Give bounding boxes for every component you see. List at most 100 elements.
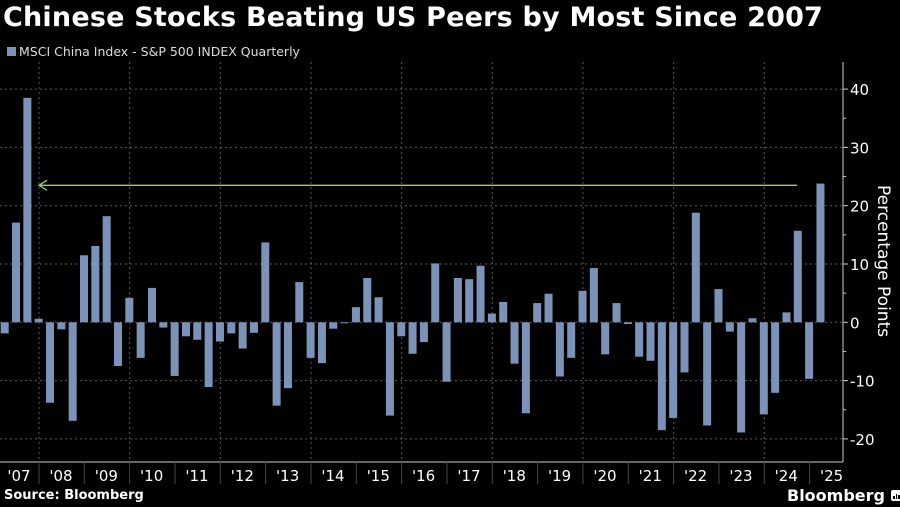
bar — [249, 322, 258, 333]
x-tick-label: '23 — [729, 467, 752, 485]
bar — [703, 322, 712, 426]
bar — [805, 322, 814, 379]
bar — [351, 307, 360, 323]
bar — [159, 322, 168, 328]
bar — [442, 322, 451, 382]
bar — [771, 322, 780, 393]
bar — [193, 322, 202, 340]
bar — [725, 322, 734, 332]
bar — [453, 277, 462, 323]
bar — [510, 322, 519, 364]
bar — [646, 322, 655, 361]
y-axis: -20 -10 0 10 20 30 40 — [842, 62, 875, 462]
x-tick-label: '19 — [548, 467, 571, 485]
chart-title: Chinese Stocks Beating US Peers by Most … — [3, 2, 824, 33]
x-tick-label: '14 — [321, 467, 344, 485]
bar — [487, 313, 496, 323]
bar — [782, 312, 791, 323]
bar — [363, 277, 372, 323]
bar — [238, 322, 247, 349]
bars — [0, 97, 825, 433]
bar — [521, 322, 530, 414]
y-tick-label: 40 — [850, 81, 869, 99]
bar — [544, 293, 553, 323]
bar — [669, 322, 678, 418]
bar — [204, 322, 213, 388]
bar — [215, 322, 224, 342]
bar — [283, 322, 292, 389]
x-tick-label: '25 — [820, 467, 843, 485]
bar — [408, 322, 417, 354]
bar — [759, 322, 768, 415]
bar — [374, 297, 383, 323]
bar — [589, 268, 598, 323]
bar — [385, 322, 394, 416]
y-tick-label: 30 — [850, 139, 869, 157]
x-axis: '07 '08 '09 '10 '11 '12 '13 '14 '15 '16 '17 '18 '19 '… — [0, 461, 843, 485]
bar — [612, 303, 621, 323]
bar — [419, 322, 428, 343]
bar — [272, 322, 281, 406]
y-tick-label: 0 — [850, 314, 860, 332]
x-tick-label: '12 — [231, 467, 254, 485]
bar — [91, 245, 100, 323]
bar — [635, 322, 644, 357]
x-tick-label: '22 — [684, 467, 707, 485]
x-tick-label: '16 — [412, 467, 435, 485]
bar — [80, 255, 89, 323]
bar — [431, 263, 440, 323]
bar — [57, 322, 66, 330]
bar — [23, 97, 32, 323]
bar — [136, 322, 145, 358]
bar — [34, 318, 43, 323]
legend-swatch — [7, 47, 16, 56]
x-tick-label: '15 — [367, 467, 390, 485]
bar — [691, 212, 700, 323]
bloomberg-chart-icon — [890, 490, 900, 501]
bar — [601, 322, 610, 355]
bar — [317, 322, 326, 364]
x-tick-label: '07 — [7, 467, 30, 485]
legend-label: MSCI China Index - S&P 500 INDEX Quarter… — [19, 44, 300, 59]
x-tick-label: '17 — [457, 467, 480, 485]
bar — [793, 230, 802, 323]
bar — [567, 322, 576, 358]
bar — [578, 290, 587, 323]
x-tick-label: '10 — [140, 467, 163, 485]
y-axis-label: Percentage Points — [873, 185, 893, 337]
gridlines — [0, 62, 843, 462]
bar — [46, 322, 55, 403]
bar — [68, 322, 77, 421]
bar — [714, 289, 723, 323]
bar — [465, 279, 474, 323]
annotations — [37, 179, 797, 191]
y-tick-label: -10 — [850, 373, 875, 391]
brand-name: Bloomberg — [787, 486, 885, 505]
y-tick-label: -20 — [850, 431, 875, 449]
y-tick-label: 20 — [850, 198, 869, 216]
bar — [816, 183, 825, 323]
bar — [340, 322, 349, 324]
arrow-head-icon — [37, 179, 48, 191]
bar — [499, 301, 508, 323]
bar — [261, 242, 270, 323]
source-note: Source: Bloomberg — [4, 488, 144, 503]
bar — [623, 322, 632, 325]
bar — [147, 287, 156, 323]
legend: MSCI China Index - S&P 500 INDEX Quarter… — [7, 44, 300, 59]
bar — [114, 322, 122, 367]
bar — [329, 322, 338, 329]
bar — [125, 297, 134, 323]
x-tick-label: '20 — [593, 467, 616, 485]
bar — [0, 322, 9, 334]
bar — [295, 282, 304, 323]
bar — [181, 322, 190, 337]
bar — [102, 216, 111, 323]
x-tick-label: '13 — [276, 467, 299, 485]
bar — [306, 322, 315, 358]
x-tick-label: '08 — [49, 467, 72, 485]
bar — [657, 322, 666, 431]
x-tick-label: '09 — [95, 467, 118, 485]
bar — [12, 222, 21, 323]
